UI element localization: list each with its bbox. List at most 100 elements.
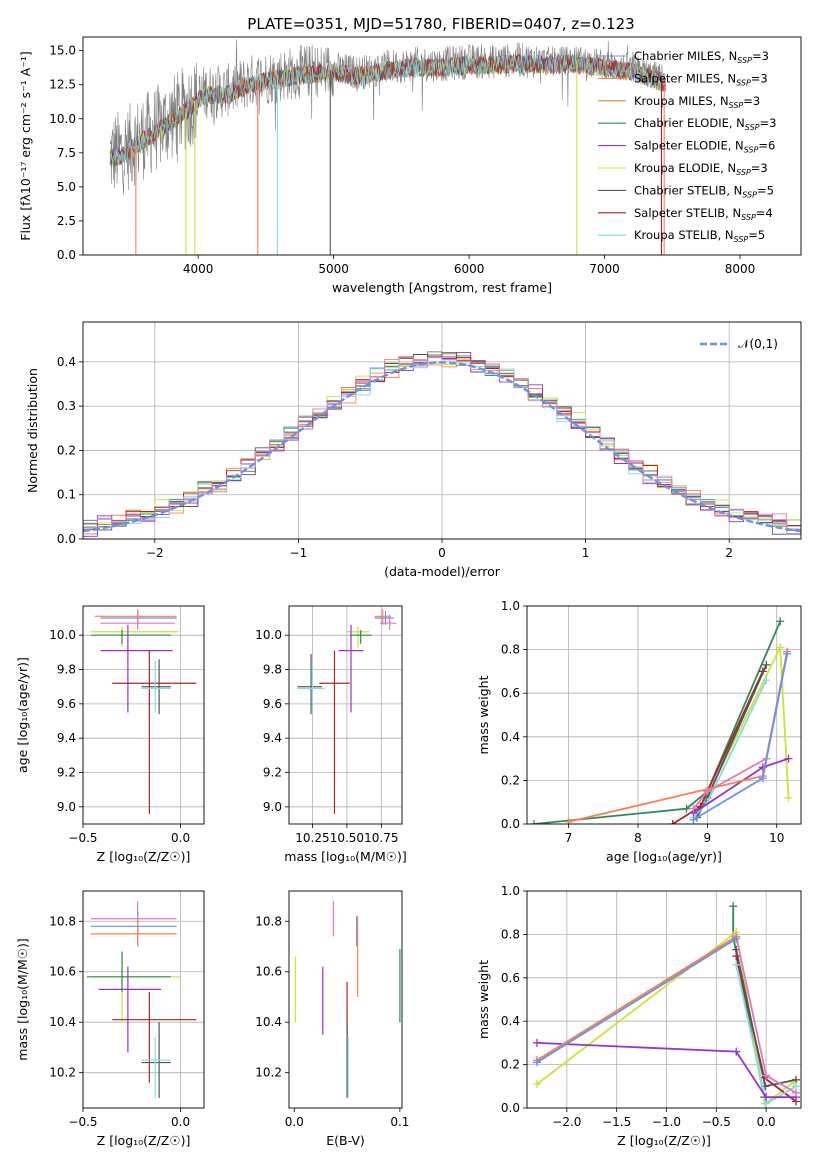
legend-entry: Salpeter STELIB, NSSP=4 bbox=[634, 206, 773, 222]
x-tick-label: 0.0 bbox=[171, 831, 190, 845]
legend-entry: Chabrier STELIB, NSSP=5 bbox=[634, 183, 774, 199]
weight-line bbox=[536, 1042, 796, 1099]
y-tick-label: 10.0 bbox=[49, 628, 76, 642]
y-tick-label: 0.0 bbox=[501, 1101, 520, 1115]
weight-marker bbox=[529, 820, 538, 824]
data-point bbox=[90, 916, 177, 947]
weight-marker bbox=[762, 1071, 771, 1080]
y-tick-label: 9.4 bbox=[263, 731, 282, 745]
data-point bbox=[374, 609, 391, 625]
axes: −2.0 −1.5 −1.0 −0.5 0.0 0.0 0.2 0.4 0.6 0.8 1.0 Z [… bbox=[476, 884, 802, 1148]
data-point bbox=[346, 626, 369, 648]
axes-frame bbox=[82, 36, 802, 256]
y-tick-label: 0.3 bbox=[57, 399, 76, 413]
histogram-step-9 bbox=[83, 356, 801, 539]
y-tick-label: 0.6 bbox=[501, 971, 520, 985]
x-axis-label: Z [log₁₀(Z/Z☉)] bbox=[97, 849, 191, 864]
grid-lines bbox=[527, 890, 801, 1109]
x-tick-label: 10.50 bbox=[330, 831, 364, 845]
panel-age_vs_mass: 10.25 10.50 10.75 9.0 9.2 9.4 9.6 9.8 10.0 mass [… bbox=[255, 605, 407, 864]
panel-mass_weight_vs_Z: −2.0 −1.5 −1.0 −0.5 0.0 0.0 0.2 0.4 0.6 0.8 1.0 Z [… bbox=[476, 884, 802, 1148]
data-point bbox=[349, 630, 372, 644]
weight-marker bbox=[682, 804, 691, 813]
y-tick-label: 0.6 bbox=[501, 686, 520, 700]
y-axis-label: Flux [fλ10⁻¹⁷ erg cm⁻² s⁻¹ A⁻¹] bbox=[18, 51, 33, 240]
y-axis-label: Normed distribution bbox=[25, 368, 40, 493]
grid-lines bbox=[82, 606, 204, 824]
y-tick-label: 15.0 bbox=[49, 44, 76, 58]
weight-marker bbox=[762, 660, 771, 669]
axes: 7 8 9 10 0.0 0.2 0.4 0.6 0.8 1.0 age [log₁₀(age/yr… bbox=[476, 599, 802, 864]
weight-marker bbox=[792, 1088, 801, 1097]
data-point bbox=[98, 966, 162, 1053]
panel-mass_vs_EBV: 0.0 0.1 10.2 10.4 10.6 10.8 E(B-V) bbox=[255, 890, 409, 1148]
y-tick-label: 10.2 bbox=[255, 1066, 282, 1080]
plot-area bbox=[83, 351, 801, 539]
x-tick-label: 10 bbox=[769, 831, 784, 845]
data-point bbox=[100, 624, 173, 713]
x-tick-label: 5000 bbox=[318, 262, 349, 276]
weight-series-1 bbox=[532, 928, 799, 1108]
y-tick-label: 10.8 bbox=[255, 914, 282, 928]
y-tick-label: 0.0 bbox=[57, 532, 76, 546]
x-axis-label: mass [log₁₀(M/M☉)] bbox=[284, 849, 406, 864]
y-tick-label: 5.0 bbox=[57, 180, 76, 194]
weight-line bbox=[536, 930, 795, 1106]
y-tick-label: 10.4 bbox=[49, 1015, 76, 1029]
data-point bbox=[319, 650, 350, 814]
plot-area bbox=[86, 901, 197, 1098]
weight-marker bbox=[732, 1047, 741, 1056]
data-point bbox=[90, 626, 179, 648]
weight-marker bbox=[689, 815, 698, 824]
x-tick-label: 7000 bbox=[589, 262, 620, 276]
weight-line bbox=[533, 620, 782, 824]
x-tick-label: 9 bbox=[704, 831, 712, 845]
y-tick-label: 0.8 bbox=[501, 927, 520, 941]
weight-marker bbox=[689, 804, 698, 813]
weight-marker bbox=[564, 817, 573, 824]
normal-curve bbox=[83, 361, 801, 533]
y-tick-label: 9.6 bbox=[263, 697, 282, 711]
x-tick-label: 7 bbox=[565, 831, 573, 845]
data-point bbox=[112, 650, 197, 814]
y-tick-label: 9.2 bbox=[263, 766, 282, 780]
weight-series-4 bbox=[732, 960, 801, 1108]
axes-frame bbox=[82, 605, 205, 825]
y-axis-label: age [log₁₀(age/yr)] bbox=[15, 657, 30, 773]
x-axis-label: wavelength [Angstrom, rest frame] bbox=[332, 280, 552, 295]
y-tick-label: 0.4 bbox=[501, 1014, 520, 1028]
y-tick-label: 10.0 bbox=[49, 112, 76, 126]
weight-line bbox=[536, 937, 737, 1064]
weight-series-8 bbox=[689, 649, 792, 824]
y-tick-label: 10.0 bbox=[255, 628, 282, 642]
legend-entry: 𝒩(0,1) bbox=[738, 337, 778, 351]
x-tick-label: −1.0 bbox=[652, 1115, 681, 1129]
y-tick-label: 9.8 bbox=[263, 663, 282, 677]
data-point bbox=[94, 609, 177, 625]
axes: 10.25 10.50 10.75 9.0 9.2 9.4 9.6 9.8 10.0 mass [… bbox=[255, 605, 407, 864]
y-tick-label: 0.2 bbox=[57, 443, 76, 457]
axes: −2 −1 0 1 2 0.0 0.1 0.2 0.3 0.4 (data-model)/error… bbox=[25, 321, 802, 579]
y-tick-label: 9.8 bbox=[57, 663, 76, 677]
x-tick-label: 2 bbox=[725, 546, 733, 560]
legend-entry: Chabrier ELODIE, NSSP=3 bbox=[634, 116, 776, 132]
data-point bbox=[100, 614, 175, 631]
weight-series-5 bbox=[532, 1038, 801, 1102]
x-axis-label: (data-model)/error bbox=[384, 564, 501, 579]
axes-frame bbox=[526, 890, 802, 1109]
data-point bbox=[86, 951, 171, 992]
plot-area bbox=[297, 609, 397, 814]
weight-marker bbox=[784, 793, 793, 802]
x-tick-label: −2.0 bbox=[552, 1115, 581, 1129]
y-tick-label: 0.8 bbox=[501, 643, 520, 657]
model-spectrum-6 bbox=[109, 54, 666, 167]
axes: −0.5 0.0 10.2 10.4 10.6 10.8 Z [log₁₀(Z/Z☉)] ma… bbox=[15, 890, 205, 1148]
weight-marker bbox=[776, 617, 785, 626]
y-tick-label: 10.6 bbox=[255, 965, 282, 979]
y-axis-label: mass weight bbox=[476, 960, 491, 1039]
data-point bbox=[141, 660, 171, 713]
plot-area bbox=[529, 617, 793, 824]
weight-marker bbox=[668, 820, 677, 824]
y-tick-label: 12.5 bbox=[49, 78, 76, 92]
